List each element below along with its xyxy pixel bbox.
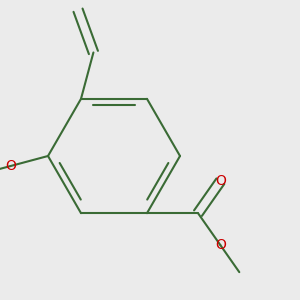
Text: O: O [215, 238, 226, 252]
Text: O: O [5, 159, 16, 173]
Text: O: O [215, 174, 226, 188]
